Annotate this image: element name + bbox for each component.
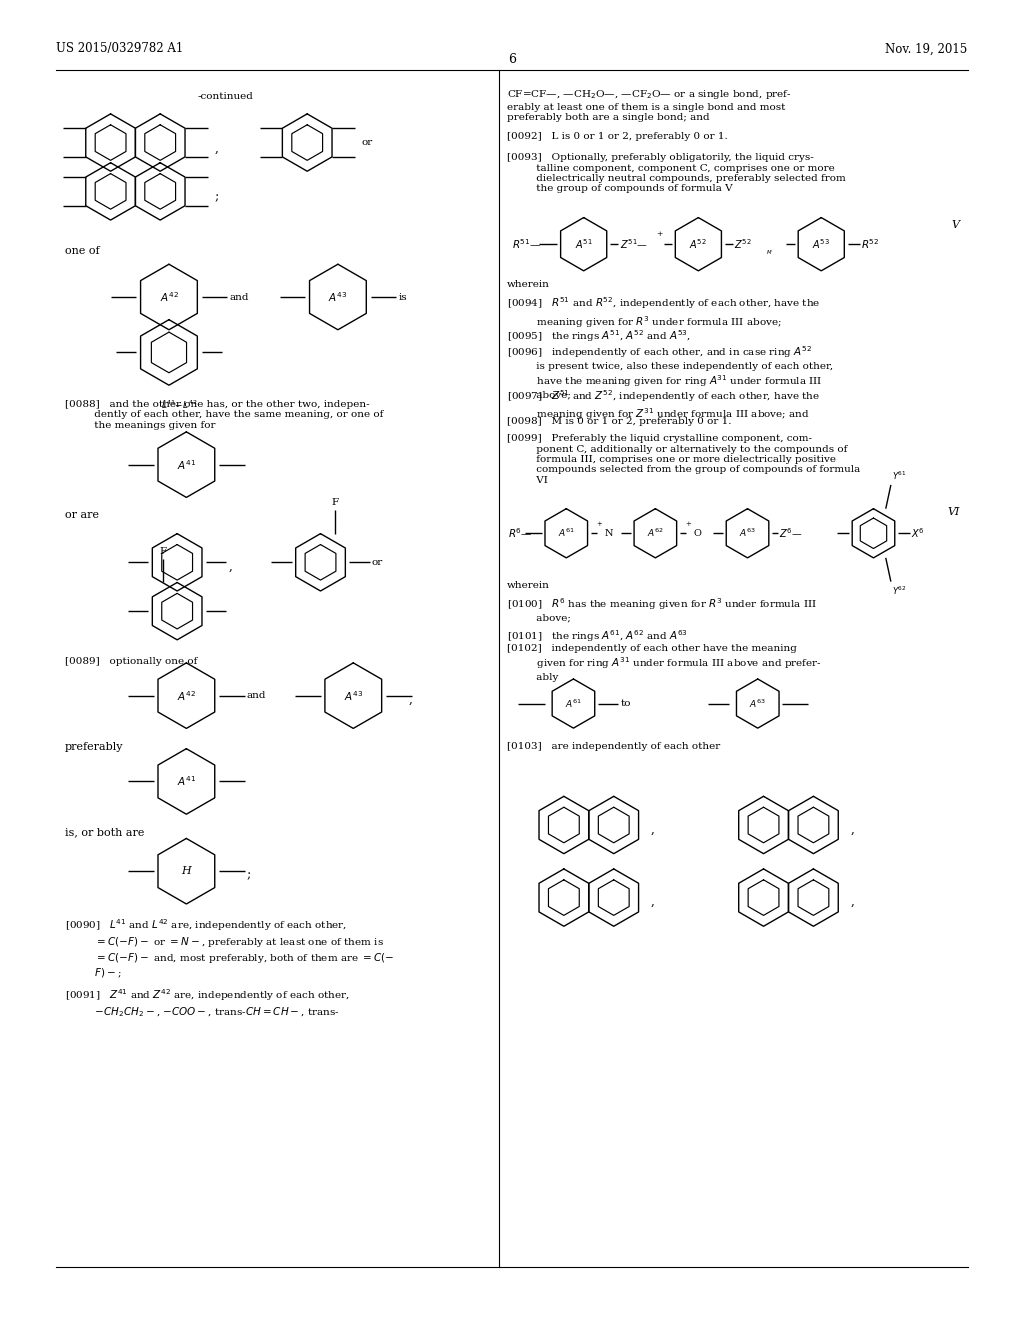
Text: O: O xyxy=(693,529,701,537)
Text: $A^{63}$: $A^{63}$ xyxy=(739,527,756,540)
Text: ,: , xyxy=(228,560,232,573)
Text: $X^6$: $X^6$ xyxy=(911,527,925,540)
Text: H: H xyxy=(181,866,191,876)
Text: $A^{53}$: $A^{53}$ xyxy=(812,238,830,251)
Text: [0097]   $Z^{51}$ and $Z^{52}$, independently of each other, have the
         m: [0097] $Z^{51}$ and $Z^{52}$, independen… xyxy=(507,388,820,422)
Text: $A^{61}$: $A^{61}$ xyxy=(558,527,574,540)
Text: or: or xyxy=(361,139,373,147)
Text: VI: VI xyxy=(947,507,959,517)
Text: [0102]   independently of each other have the meaning
         given for ring $A: [0102] independently of each other have … xyxy=(507,644,821,681)
Text: $Z^{52}$: $Z^{52}$ xyxy=(734,238,752,251)
Text: $A^{63}$: $A^{63}$ xyxy=(750,697,766,710)
Text: and: and xyxy=(229,293,249,301)
Text: wherein: wherein xyxy=(507,581,550,590)
Text: wherein: wherein xyxy=(507,280,550,289)
Text: [0099]   Preferably the liquid crystalline component, com-
         ponent C, ad: [0099] Preferably the liquid crystalline… xyxy=(507,434,860,484)
Text: +: + xyxy=(685,520,691,528)
Text: +: + xyxy=(656,230,663,238)
Text: ;: ; xyxy=(214,190,219,203)
Text: is, or both are: is, or both are xyxy=(65,828,144,838)
Text: $Y^{62}$: $Y^{62}$ xyxy=(892,585,906,597)
Text: $Y^{61}$: $Y^{61}$ xyxy=(892,470,906,482)
Text: ,: , xyxy=(850,822,854,836)
Text: [0100]   $R^6$ has the meaning given for $R^3$ under formula III
         above;: [0100] $R^6$ has the meaning given for $… xyxy=(507,597,817,623)
Text: -continued: -continued xyxy=(198,92,253,102)
Text: $A^{41}$: $A^{41}$ xyxy=(177,458,196,471)
Text: $A^{42}$: $A^{42}$ xyxy=(177,689,196,702)
Text: $R^{52}$: $R^{52}$ xyxy=(861,238,880,251)
Text: Nov. 19, 2015: Nov. 19, 2015 xyxy=(886,42,968,55)
Text: F: F xyxy=(160,546,166,556)
Text: $_M$: $_M$ xyxy=(766,248,772,256)
Text: [0103]   are independently of each other: [0103] are independently of each other xyxy=(507,742,720,751)
Text: V: V xyxy=(951,220,959,231)
Text: one of: one of xyxy=(65,246,99,256)
Text: [0094]   $R^{51}$ and $R^{52}$, independently of each other, have the
         m: [0094] $R^{51}$ and $R^{52}$, independen… xyxy=(507,296,820,330)
Text: ,: , xyxy=(650,822,654,836)
Text: F: F xyxy=(332,498,338,507)
Text: [0089]   optionally one of: [0089] optionally one of xyxy=(65,657,197,667)
Text: N: N xyxy=(604,529,612,537)
Text: ,: , xyxy=(214,141,218,154)
Text: $A^{43}$: $A^{43}$ xyxy=(329,290,347,304)
Text: $A^{61}$: $A^{61}$ xyxy=(565,697,582,710)
Text: $A^{62}$: $A^{62}$ xyxy=(647,527,664,540)
Text: [0090]   $L^{41}$ and $L^{42}$ are, independently of each other,
         $=C(-F: [0090] $L^{41}$ and $L^{42}$ are, indepe… xyxy=(65,917,394,981)
Text: $Z^{51}$—: $Z^{51}$— xyxy=(620,238,647,251)
Text: [0093]   Optionally, preferably obligatorily, the liquid crys-
         talline : [0093] Optionally, preferably obligatori… xyxy=(507,153,846,193)
Text: and: and xyxy=(247,692,266,700)
Text: [0096]   independently of each other, and in case ring $A^{52}$
         is pres: [0096] independently of each other, and … xyxy=(507,345,833,399)
Text: or are: or are xyxy=(65,510,98,520)
Text: [0095]   the rings $A^{51}$, $A^{52}$ and $A^{53}$,: [0095] the rings $A^{51}$, $A^{52}$ and … xyxy=(507,329,691,345)
Text: [0098]   M is 0 or 1 or 2, preferably 0 or 1.: [0098] M is 0 or 1 or 2, preferably 0 or… xyxy=(507,417,731,426)
Text: $L^{41}$$-$$L^{42}$: $L^{41}$$-$$L^{42}$ xyxy=(161,399,198,411)
Text: [0101]   the rings $A^{61}$, $A^{62}$ and $A^{63}$: [0101] the rings $A^{61}$, $A^{62}$ and … xyxy=(507,628,688,644)
Text: CF=CF—, —CH$_2$O—, —CF$_2$O— or a single bond, pref-
erably at least one of them: CF=CF—, —CH$_2$O—, —CF$_2$O— or a single… xyxy=(507,88,792,123)
Text: $A^{52}$: $A^{52}$ xyxy=(689,238,708,251)
Text: $R^{51}$—: $R^{51}$— xyxy=(512,238,542,251)
Text: +: + xyxy=(596,520,602,528)
Text: US 2015/0329782 A1: US 2015/0329782 A1 xyxy=(56,42,183,55)
Text: is: is xyxy=(398,293,407,301)
Text: $R^6$—: $R^6$— xyxy=(508,527,532,540)
Text: ,: , xyxy=(850,895,854,908)
Text: $A^{51}$: $A^{51}$ xyxy=(574,238,593,251)
Text: ;: ; xyxy=(247,869,251,882)
Text: preferably: preferably xyxy=(65,742,123,752)
Text: [0088]   and the other one has, or the other two, indepen-
         dently of ea: [0088] and the other one has, or the oth… xyxy=(65,400,383,430)
Text: $A^{43}$: $A^{43}$ xyxy=(344,689,362,702)
Text: $A^{41}$: $A^{41}$ xyxy=(177,775,196,788)
Text: ,: , xyxy=(650,895,654,908)
Text: [0092]   L is 0 or 1 or 2, preferably 0 or 1.: [0092] L is 0 or 1 or 2, preferably 0 or… xyxy=(507,132,728,141)
Text: $A^{42}$: $A^{42}$ xyxy=(160,290,178,304)
Text: to: to xyxy=(621,700,631,708)
Text: or: or xyxy=(372,558,383,566)
Text: ,: , xyxy=(409,693,413,706)
Text: [0091]   $Z^{41}$ and $Z^{42}$ are, independently of each other,
         $-CH_2: [0091] $Z^{41}$ and $Z^{42}$ are, indepe… xyxy=(65,987,349,1019)
Text: $Z^6$—: $Z^6$— xyxy=(779,527,803,540)
Text: 6: 6 xyxy=(508,53,516,66)
